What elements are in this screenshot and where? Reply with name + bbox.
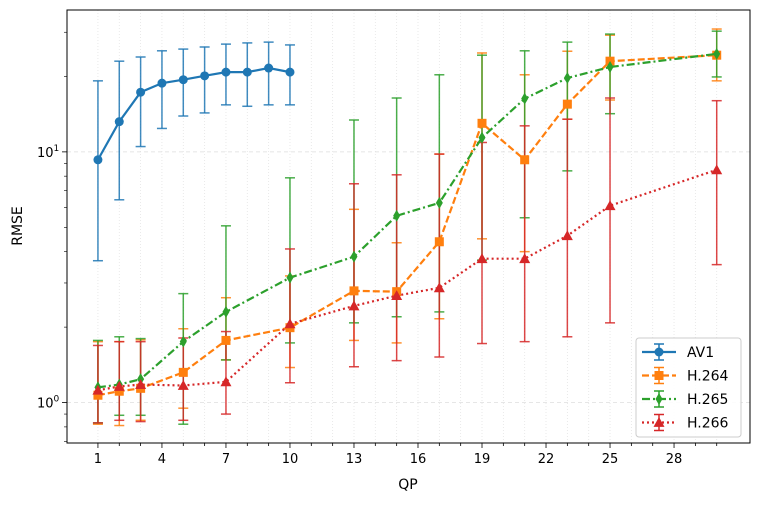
av1-data-point [200, 71, 210, 81]
y-tick-exponent: 0 [54, 395, 60, 405]
h266-data-point [519, 253, 531, 264]
av1-data-point [264, 63, 274, 73]
h266-data-point [476, 253, 488, 264]
h265-data-point [521, 92, 529, 105]
h266-data-point [391, 290, 403, 301]
x-tick-label: 16 [410, 452, 427, 467]
h264-legend-marker [654, 371, 664, 380]
h265-legend-marker [655, 393, 663, 405]
h264-data-point [477, 118, 487, 128]
legend-label-h264: H.264 [687, 369, 729, 385]
h265-data-point [606, 61, 614, 74]
h265-data-point [350, 250, 358, 263]
h266-data-point [348, 300, 360, 311]
av1-data-point [136, 87, 146, 97]
y-tick-base: 10 [37, 146, 54, 161]
h264-data-point [178, 367, 188, 377]
legend: AV1 H.264 H.265 H.266 [635, 337, 742, 438]
h265-data-point [713, 47, 721, 60]
x-tick-label: 22 [538, 452, 555, 467]
h264-data-point [434, 237, 444, 247]
h265-data-point [222, 305, 230, 318]
h266-data-point [113, 380, 125, 391]
av1-data-point [285, 67, 295, 77]
series-lines [92, 47, 723, 400]
h264-line [97, 54, 717, 397]
h265-data-point [563, 72, 571, 85]
h265-data-point [286, 271, 294, 284]
av1-data-point [221, 67, 231, 77]
legend-box [635, 337, 742, 438]
h264-data-point [221, 335, 231, 345]
h265-data-point [179, 335, 187, 348]
h266-data-point [177, 379, 189, 390]
x-tick-label: 4 [158, 452, 166, 467]
h265-data-point [435, 196, 443, 209]
av1-line [96, 66, 291, 161]
legend-label-h265: H.265 [687, 392, 728, 408]
x-tick-label: 13 [346, 452, 363, 467]
h266-data-point [92, 384, 104, 395]
x-tick-label: 25 [602, 452, 619, 467]
h264-data-point [349, 286, 359, 296]
h266-line [97, 168, 718, 392]
h266-data-point [433, 282, 445, 293]
h266-legend-marker [653, 417, 665, 427]
y-tick-label: 101 [37, 144, 59, 161]
av1-legend-marker [654, 347, 664, 357]
av1-data-point [157, 78, 167, 88]
h266-data-point [561, 230, 573, 241]
h266-data-point [220, 376, 232, 387]
h265-data-point [478, 131, 486, 144]
h266-data-point [284, 318, 296, 329]
x-axis-label: QP [398, 477, 417, 493]
h264-data-point [93, 390, 103, 400]
av1-data-point [242, 67, 252, 77]
y-tick-label: 100 [37, 395, 60, 412]
h264-data-point [114, 386, 124, 396]
plot-frame [66, 9, 751, 444]
h264-data-point [562, 99, 572, 109]
x-tick-label: 28 [666, 452, 683, 467]
h266-data-point [604, 200, 616, 211]
av1-data-point [93, 155, 103, 165]
error-bars [92, 28, 722, 427]
y-axis-label: RMSE [10, 206, 26, 246]
y-tick-base: 10 [37, 397, 54, 412]
legend-label-av1: AV1 [687, 345, 714, 361]
av1-data-point [114, 117, 124, 127]
legend-label-h266: H.266 [687, 416, 729, 432]
h265-data-point [393, 209, 401, 222]
x-tick-label: 19 [474, 452, 491, 467]
h265-line [97, 52, 717, 389]
h264-data-point [520, 155, 530, 165]
x-tick-label: 7 [222, 452, 230, 467]
h266-data-point [711, 164, 723, 175]
h266-data-point [135, 379, 147, 389]
x-tick-label: 1 [94, 452, 102, 467]
av1-data-point [178, 75, 188, 85]
x-tick-label: 10 [282, 452, 299, 467]
y-tick-exponent: 1 [54, 144, 60, 154]
